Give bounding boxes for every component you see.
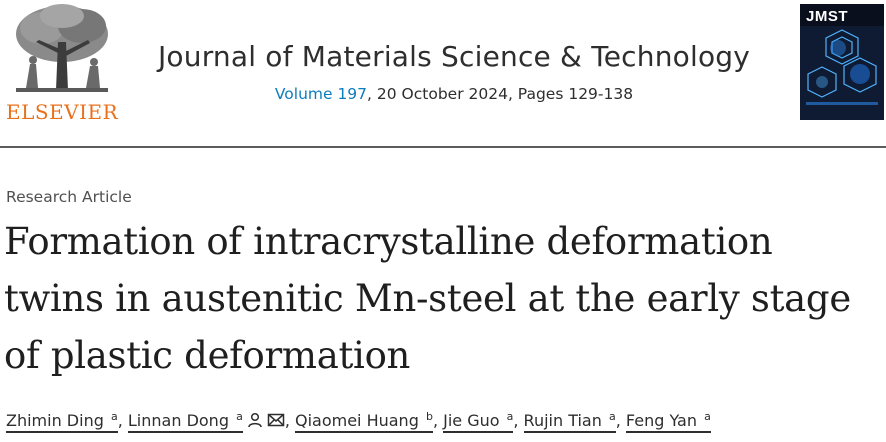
- affiliation-marker[interactable]: a: [110, 410, 118, 423]
- tree-icon: [16, 4, 108, 92]
- affiliation-marker[interactable]: a: [236, 410, 243, 423]
- author-separator: ,: [513, 411, 524, 430]
- author-link[interactable]: Rujin Tian a: [523, 410, 616, 433]
- volume-link[interactable]: Volume 197: [274, 85, 368, 103]
- author-separator: ,: [432, 411, 444, 430]
- journal-title[interactable]: Journal of Materials Science & Technolog…: [157, 40, 751, 73]
- author-name: Rujin Tian: [523, 411, 602, 430]
- elsevier-tree-logo[interactable]: [6, 2, 118, 124]
- author-name: Qiaomei Huang: [294, 411, 419, 430]
- author-name: Zhimin Ding: [6, 411, 104, 430]
- article-type: Research Article: [6, 188, 132, 206]
- author-list: Zhimin Ding a, Linnan Dong a, Qiaomei Hu…: [6, 410, 711, 433]
- person-icon[interactable]: [247, 412, 263, 428]
- issue-date-pages: , 20 October 2024, Pages 129-138: [367, 85, 634, 103]
- author-name: Linnan Dong: [127, 411, 229, 430]
- author-separator: ,: [284, 411, 295, 430]
- journal-cover-image[interactable]: JMST: [800, 4, 884, 120]
- cover-title: JMST: [806, 8, 849, 25]
- journal-meta: Volume 197, 20 October 2024, Pages 129-1…: [130, 85, 778, 103]
- author-link[interactable]: Jie Guo a: [443, 410, 514, 433]
- author-name: Feng Yan: [625, 411, 697, 430]
- affiliation-marker[interactable]: a: [704, 410, 711, 423]
- author-link[interactable]: Linnan Dong a: [127, 410, 243, 433]
- affiliation-marker[interactable]: b: [425, 410, 433, 423]
- article-title: Formation of intracrystalline deformatio…: [4, 220, 851, 377]
- envelope-icon[interactable]: [267, 412, 285, 428]
- author-link[interactable]: Qiaomei Huang b: [294, 410, 433, 433]
- journal-info: Journal of Materials Science & Technolog…: [130, 40, 778, 103]
- header-divider: [0, 146, 886, 148]
- affiliation-marker[interactable]: a: [608, 410, 616, 423]
- author-name: Jie Guo: [443, 411, 500, 430]
- author-link[interactable]: Feng Yan a: [625, 410, 711, 433]
- author-link[interactable]: Zhimin Ding a: [6, 410, 118, 433]
- author-separator: ,: [117, 411, 128, 430]
- affiliation-marker[interactable]: a: [506, 410, 514, 423]
- author-separator: ,: [615, 411, 626, 430]
- journal-header: ELSEVIER Journal of Materials Science & …: [0, 0, 886, 146]
- publisher-name: ELSEVIER: [6, 100, 119, 124]
- cover-art-icon: [800, 4, 884, 120]
